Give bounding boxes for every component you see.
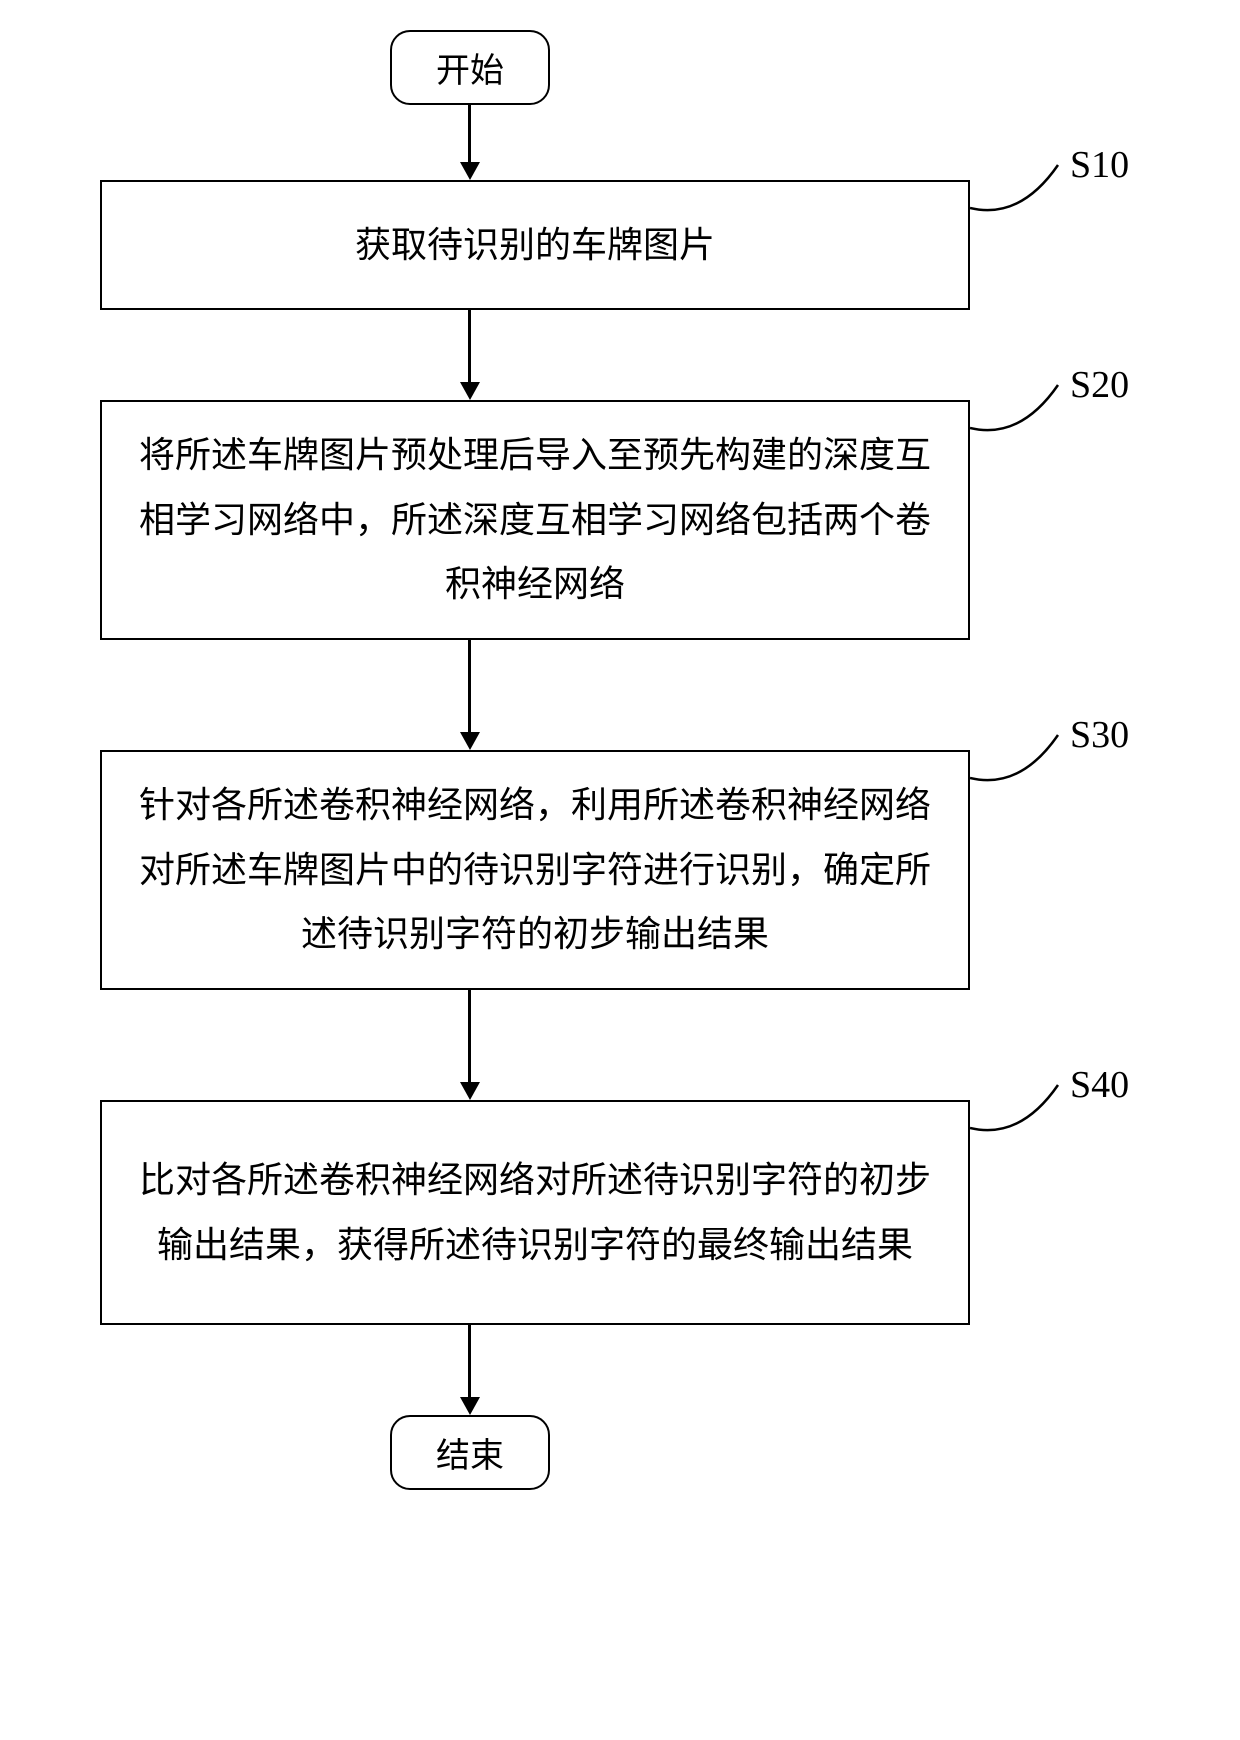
s30-node: 针对各所述卷积神经网络，利用所述卷积神经网络对所述车牌图片中的待识别字符进行识别… — [100, 750, 970, 990]
s10-curve — [970, 160, 1065, 230]
s40-node: 比对各所述卷积神经网络对所述待识别字符的初步输出结果，获得所述待识别字符的最终输… — [100, 1100, 970, 1325]
arrow-2-head — [460, 382, 480, 400]
s10-text: 获取待识别的车牌图片 — [355, 213, 715, 278]
arrow-3-head — [460, 732, 480, 750]
s10-node: 获取待识别的车牌图片 — [100, 180, 970, 310]
s30-text: 针对各所述卷积神经网络，利用所述卷积神经网络对所述车牌图片中的待识别字符进行识别… — [132, 773, 938, 967]
s40-text: 比对各所述卷积神经网络对所述待识别字符的初步输出结果，获得所述待识别字符的最终输… — [132, 1148, 938, 1278]
arrow-5-head — [460, 1397, 480, 1415]
s10-label: S10 — [1070, 143, 1129, 187]
arrow-3 — [468, 640, 471, 733]
end-node: 结束 — [390, 1415, 550, 1490]
s20-text: 将所述车牌图片预处理后导入至预先构建的深度互相学习网络中，所述深度互相学习网络包… — [132, 423, 938, 617]
arrow-2 — [468, 310, 471, 383]
s20-curve — [970, 380, 1065, 450]
arrow-5 — [468, 1325, 471, 1398]
arrow-1-head — [460, 162, 480, 180]
arrow-4-head — [460, 1082, 480, 1100]
s30-curve — [970, 730, 1065, 800]
s40-label: S40 — [1070, 1063, 1129, 1107]
s30-label: S30 — [1070, 713, 1129, 757]
arrow-1 — [468, 105, 471, 163]
s20-label: S20 — [1070, 363, 1129, 407]
start-text: 开始 — [436, 43, 504, 92]
s20-node: 将所述车牌图片预处理后导入至预先构建的深度互相学习网络中，所述深度互相学习网络包… — [100, 400, 970, 640]
arrow-4 — [468, 990, 471, 1083]
start-node: 开始 — [390, 30, 550, 105]
end-text: 结束 — [436, 1428, 504, 1477]
s40-curve — [970, 1080, 1065, 1150]
